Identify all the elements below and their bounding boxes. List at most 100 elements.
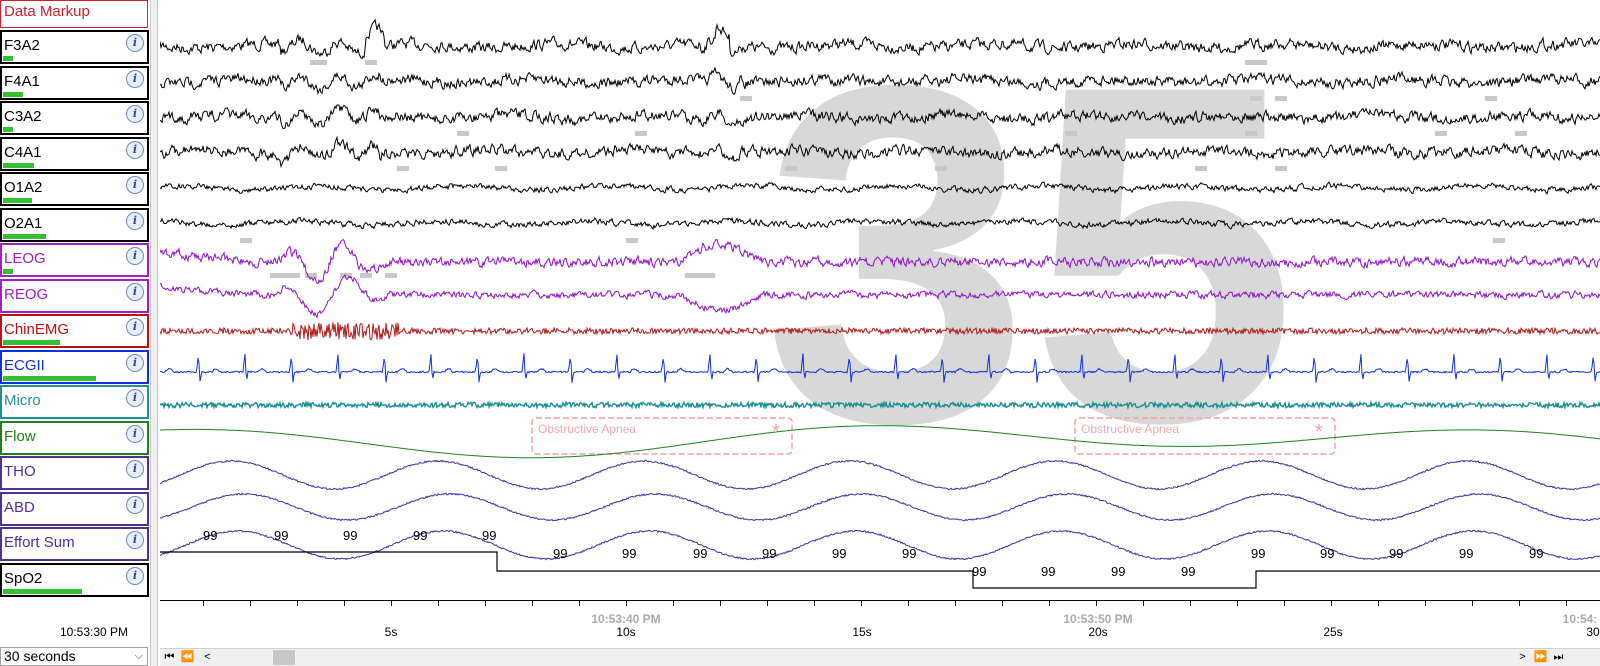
artifact-marker — [935, 166, 947, 171]
axis-tick — [673, 601, 674, 606]
channel-ecgii[interactable]: ECGII i — [0, 349, 149, 384]
channel-f3a2[interactable]: F3A2 i — [0, 30, 149, 64]
artifact-marker — [240, 238, 252, 243]
channel-abd[interactable]: ABD i — [0, 491, 149, 526]
signal-level-bar — [3, 375, 96, 381]
scroll-right-icon[interactable]: > — [1519, 651, 1526, 663]
axis-second-label: 5s — [384, 625, 398, 639]
info-icon[interactable]: i — [126, 176, 144, 194]
info-icon[interactable]: i — [126, 282, 144, 301]
channel-f4a1[interactable]: F4A1 i — [0, 65, 149, 100]
signal-level-bar — [3, 127, 13, 132]
info-icon[interactable]: i — [126, 424, 144, 443]
axis-time-label: 10:53:40 PM — [591, 612, 661, 626]
fast-rewind-icon[interactable]: ⏪ — [180, 651, 195, 663]
spo2-value: 99 — [972, 564, 986, 579]
signal-level-bar — [3, 91, 23, 97]
axis-tick — [1472, 601, 1473, 606]
axis-second-label: 30 — [1586, 625, 1600, 639]
scroll-left-icon[interactable]: < — [204, 651, 211, 663]
axis-tick — [203, 601, 204, 606]
c3a2-trace — [160, 104, 1600, 130]
axis-tick — [438, 601, 439, 606]
axis-tick — [532, 601, 533, 606]
channel-label: F3A2 — [4, 37, 40, 54]
info-icon[interactable]: i — [126, 34, 144, 52]
duration-select[interactable]: 30 seconds ⌵ — [0, 647, 148, 666]
channel-flow[interactable]: Flow i — [0, 420, 149, 455]
info-icon[interactable]: i — [126, 105, 144, 123]
channel-o2a1[interactable]: O2A1 i — [0, 207, 149, 242]
data-markup-header[interactable]: Data Markup — [0, 0, 148, 28]
axis-tick — [908, 601, 909, 606]
artifact-marker — [1493, 238, 1505, 243]
artifact-marker — [1255, 60, 1267, 65]
signal-level-bar — [3, 162, 34, 168]
channel-label: O2A1 — [4, 214, 43, 232]
info-icon[interactable]: i — [126, 566, 144, 585]
artifact-marker — [397, 166, 409, 171]
artifact-marker — [685, 273, 715, 278]
artifact-marker — [1250, 96, 1262, 101]
axis-tick — [1284, 601, 1285, 606]
axis-second-label: 10s — [616, 625, 636, 639]
info-icon[interactable]: i — [126, 389, 144, 407]
axis-tick — [1190, 601, 1191, 606]
artifact-marker — [1435, 131, 1447, 136]
channel-label: SpO2 — [4, 569, 43, 587]
artifact-marker — [1515, 131, 1527, 136]
info-icon[interactable]: i — [126, 353, 144, 372]
channel-micro[interactable]: Micro i — [0, 385, 149, 419]
axis-time-label: 10:54: — [1562, 612, 1598, 626]
channel-c3a2[interactable]: C3A2 i — [0, 101, 149, 135]
info-icon[interactable]: i — [126, 318, 144, 336]
spo2-value: 99 — [762, 546, 776, 561]
channel-tho[interactable]: THO i — [0, 456, 149, 490]
axis-second-label: 15s — [852, 625, 872, 639]
fast-forward-icon[interactable]: ⏩ — [1533, 651, 1548, 663]
spo2-value: 99 — [274, 528, 288, 543]
info-icon[interactable]: i — [126, 211, 144, 230]
skip-last-icon[interactable]: ⏭ — [1553, 651, 1564, 663]
spo2-value: 99 — [203, 528, 217, 543]
info-icon[interactable]: i — [126, 531, 144, 549]
channel-chinemg[interactable]: ChinEMG i — [0, 314, 149, 348]
info-icon[interactable]: i — [126, 247, 144, 265]
channel-c4a1[interactable]: C4A1 i — [0, 136, 149, 171]
ecgii-trace — [160, 353, 1600, 383]
axis-tick — [1143, 601, 1144, 606]
info-icon[interactable]: i — [126, 460, 144, 478]
apnea-event-box[interactable]: Obstructive Apnea * — [1074, 417, 1336, 455]
artifact-marker — [1485, 96, 1497, 101]
axis-tick — [1566, 601, 1567, 606]
signal-level-bar — [3, 588, 82, 594]
chinemg-trace — [160, 322, 1600, 341]
sidebar-splitter[interactable] — [150, 0, 158, 666]
axis-tick — [1237, 601, 1238, 606]
artifact-marker — [1275, 166, 1287, 171]
info-icon[interactable]: i — [126, 69, 144, 88]
epoch-scrollbar[interactable]: ⏮ ⏪ < > ⏩ ⏭ — [160, 648, 1600, 666]
channel-reog[interactable]: REOG i — [0, 278, 149, 313]
axis-tick — [1096, 601, 1097, 606]
signal-plot-area[interactable]: 35 Obstructive Apnea * Obstructive Apnea * … — [160, 0, 1600, 600]
signal-level-bar — [3, 340, 60, 345]
channel-spo2[interactable]: SpO2 i — [0, 562, 149, 597]
channel-effort-sum[interactable]: Effort Sum i — [0, 527, 149, 561]
c4a1-trace — [160, 135, 1600, 169]
spo2-value: 99 — [1320, 546, 1334, 561]
channel-leog[interactable]: LEOG i — [0, 243, 149, 277]
info-icon[interactable]: i — [126, 495, 144, 514]
skip-first-icon[interactable]: ⏮ — [164, 651, 175, 663]
info-icon[interactable]: i — [126, 140, 144, 159]
signal-level-bar — [3, 198, 32, 203]
channel-label: Effort Sum — [4, 534, 75, 551]
scroll-thumb[interactable] — [273, 650, 295, 665]
artifact-marker — [360, 273, 372, 278]
duration-value: 30 seconds — [4, 648, 76, 664]
axis-tick — [814, 601, 815, 606]
effort-sum-trace — [160, 529, 1600, 561]
channel-label: ECGII — [4, 356, 45, 374]
apnea-event-box[interactable]: Obstructive Apnea * — [531, 417, 793, 455]
channel-o1a2[interactable]: O1A2 i — [0, 172, 149, 206]
